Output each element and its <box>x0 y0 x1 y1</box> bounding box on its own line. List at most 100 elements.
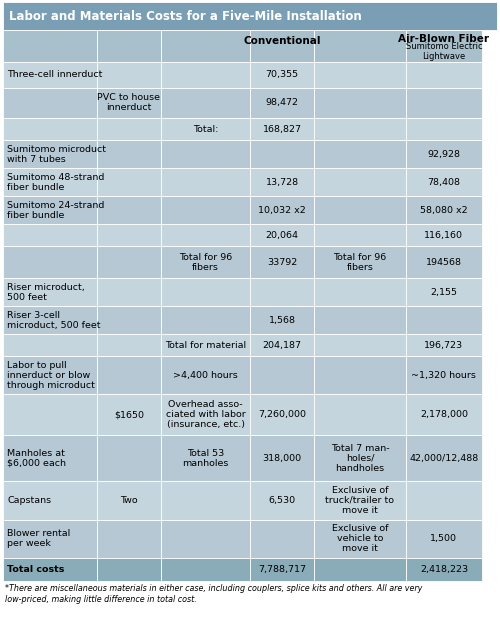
Text: 13,728: 13,728 <box>266 178 298 187</box>
Bar <box>3 558 97 581</box>
Bar <box>406 168 482 196</box>
Bar <box>97 278 161 306</box>
Text: Sumitomo 48-strand
fiber bundle: Sumitomo 48-strand fiber bundle <box>7 173 104 192</box>
Bar <box>3 88 97 118</box>
Text: >4,400 hours: >4,400 hours <box>173 371 238 379</box>
Bar <box>314 88 406 118</box>
Text: 2,178,000: 2,178,000 <box>420 410 468 419</box>
Text: 7,260,000: 7,260,000 <box>258 410 306 419</box>
Bar <box>161 168 250 196</box>
Bar <box>250 394 314 435</box>
Bar <box>97 481 161 520</box>
Text: PVC to house
innerduct: PVC to house innerduct <box>98 93 160 112</box>
Text: Labor and Materials Costs for a Five-Mile Installation: Labor and Materials Costs for a Five-Mil… <box>9 9 362 22</box>
Bar <box>97 334 161 356</box>
Text: Manholes at
$6,000 each: Manholes at $6,000 each <box>7 449 66 468</box>
Bar <box>250 306 314 334</box>
Text: 58,080 x2: 58,080 x2 <box>420 206 468 215</box>
Text: Three-cell innerduct: Three-cell innerduct <box>7 70 102 79</box>
Bar <box>161 246 250 278</box>
Bar <box>161 394 250 435</box>
Bar <box>314 224 406 246</box>
Text: Total for material: Total for material <box>165 341 246 350</box>
Bar <box>161 520 250 558</box>
Bar <box>314 435 406 481</box>
Bar <box>314 196 406 224</box>
Bar <box>3 356 97 394</box>
Bar <box>250 140 314 168</box>
Bar <box>161 196 250 224</box>
Bar <box>161 140 250 168</box>
Bar <box>314 30 406 62</box>
Bar <box>314 520 406 558</box>
Bar <box>250 224 314 246</box>
Bar <box>406 435 482 481</box>
Bar <box>250 168 314 196</box>
Bar <box>3 435 97 481</box>
Bar <box>314 168 406 196</box>
Bar <box>250 435 314 481</box>
Bar <box>97 520 161 558</box>
Bar <box>406 334 482 356</box>
Bar <box>314 481 406 520</box>
Text: Total:: Total: <box>193 125 218 134</box>
Bar <box>97 246 161 278</box>
Text: Air-Blown Fiber: Air-Blown Fiber <box>398 34 490 44</box>
Bar <box>314 140 406 168</box>
Text: 7,788,717: 7,788,717 <box>258 565 306 574</box>
Text: 318,000: 318,000 <box>262 454 302 463</box>
Bar <box>3 196 97 224</box>
Bar <box>406 481 482 520</box>
Bar <box>161 30 250 62</box>
Bar <box>3 394 97 435</box>
Text: Exclusive of
vehicle to
move it: Exclusive of vehicle to move it <box>332 524 388 553</box>
Bar <box>314 62 406 88</box>
Bar <box>97 224 161 246</box>
Bar <box>406 394 482 435</box>
Bar <box>250 196 314 224</box>
Text: Sumitomo 24-strand
fiber bundle: Sumitomo 24-strand fiber bundle <box>7 201 104 220</box>
Bar <box>3 306 97 334</box>
Bar <box>314 118 406 140</box>
Bar <box>161 356 250 394</box>
Bar <box>97 30 161 62</box>
Bar <box>250 118 314 140</box>
Text: Overhead asso-
ciated with labor
(insurance, etc.): Overhead asso- ciated with labor (insura… <box>166 401 246 429</box>
Text: 168,827: 168,827 <box>262 125 302 134</box>
Text: Riser microduct,
500 feet: Riser microduct, 500 feet <box>7 283 85 302</box>
Text: Two: Two <box>120 496 138 505</box>
Bar <box>314 394 406 435</box>
Bar <box>161 481 250 520</box>
Text: 1,568: 1,568 <box>268 315 295 325</box>
Text: 204,187: 204,187 <box>262 341 302 350</box>
Bar <box>97 168 161 196</box>
Bar <box>3 224 97 246</box>
Text: 33792: 33792 <box>267 258 297 266</box>
Bar <box>314 558 406 581</box>
Text: 42,000/12,488: 42,000/12,488 <box>410 454 478 463</box>
Bar <box>250 356 314 394</box>
Bar <box>97 394 161 435</box>
Bar <box>406 278 482 306</box>
Bar <box>314 278 406 306</box>
Bar <box>250 62 314 88</box>
Text: Total costs: Total costs <box>7 565 64 574</box>
Bar <box>250 30 314 62</box>
Bar <box>161 118 250 140</box>
Text: 6,530: 6,530 <box>268 496 295 505</box>
Text: 78,408: 78,408 <box>428 178 460 187</box>
Bar <box>3 481 97 520</box>
Text: Riser 3-cell
microduct, 500 feet: Riser 3-cell microduct, 500 feet <box>7 310 100 330</box>
Bar <box>3 2 497 30</box>
Text: 98,472: 98,472 <box>266 98 298 107</box>
Text: Conventional: Conventional <box>244 36 321 46</box>
Bar <box>314 334 406 356</box>
Bar <box>406 224 482 246</box>
Bar <box>406 196 482 224</box>
Text: Total for 96
fibers: Total for 96 fibers <box>179 253 232 271</box>
Bar <box>406 88 482 118</box>
Bar <box>3 118 97 140</box>
Text: Total 7 man-
holes/
handholes: Total 7 man- holes/ handholes <box>330 444 389 473</box>
Text: Total 53
manholes: Total 53 manholes <box>182 449 228 468</box>
Bar <box>406 118 482 140</box>
